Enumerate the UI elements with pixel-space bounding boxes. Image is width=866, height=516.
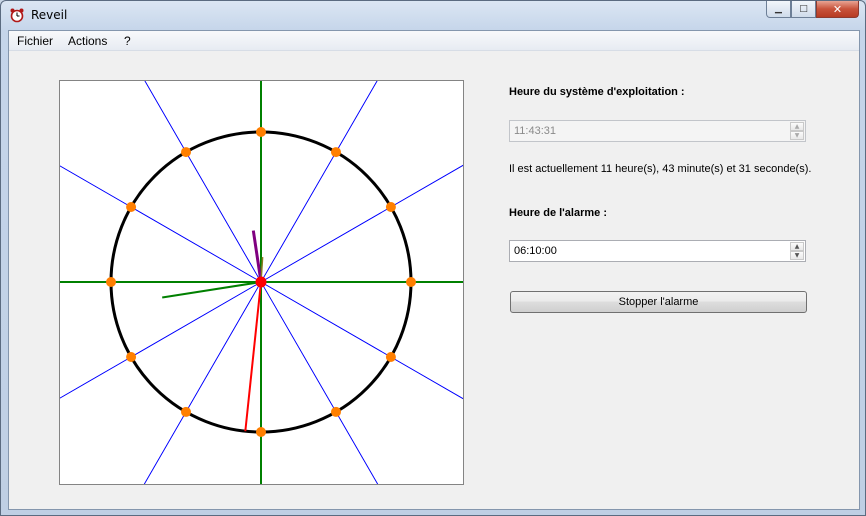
menu-bar: Fichier Actions ? [9,31,859,51]
minimize-button[interactable]: ▁ [766,1,791,18]
current-time-sentence: Il est actuellement 11 heure(s), 43 minu… [509,163,812,175]
system-time-value: 11:43:31 [514,125,557,137]
hour-marker [181,147,191,158]
alarm-spin-up-button[interactable]: ▲ [790,242,804,251]
hour-hand [251,230,263,283]
hour-marker [181,406,191,417]
menu-help[interactable]: ? [124,34,131,48]
hour-marker [385,352,396,362]
spin-up-icon: ▲ [790,122,804,131]
caption-buttons: ▁ □ ✕ [766,1,859,21]
window-title: Reveil [31,8,68,22]
alarm-time-value: 06:10:00 [514,245,557,257]
system-time-label: Heure du système d'exploitation : [509,86,685,98]
spin-down-icon: ▼ [790,131,804,140]
hour-marker [385,202,396,212]
alarm-clock-icon [10,8,24,23]
analog-clock [59,80,464,485]
second-hand [244,281,262,432]
hour-marker [331,147,341,158]
alarm-spin-arrows: ▲ ▼ [790,242,804,260]
maximize-icon: □ [799,4,808,14]
system-time-spin-arrows: ▲ ▼ [790,122,804,140]
menu-fichier[interactable]: Fichier [17,34,54,48]
clock-canvas [60,81,463,484]
title-bar[interactable]: Reveil ▁ □ ✕ [1,1,865,29]
maximize-button[interactable]: □ [791,1,816,18]
minimize-icon: ▁ [775,4,782,14]
hour-marker [256,127,266,137]
stop-alarm-button[interactable]: Stopper l'alarme [510,291,807,313]
menu-actions[interactable]: Actions [68,34,108,48]
close-button[interactable]: ✕ [816,1,859,18]
close-icon: ✕ [832,2,843,16]
hour-marker [256,427,266,437]
hour-marker [331,406,341,417]
alarm-label: Heure de l'alarme : [509,207,607,219]
hour-marker [126,202,137,212]
hour-marker [406,277,416,287]
client-area: Fichier Actions ? Heure du système d'exp… [8,30,860,510]
hour-marker [126,352,137,362]
hour-marker [106,277,116,287]
system-time-field: 11:43:31 ▲ ▼ [509,120,806,142]
alarm-time-input[interactable]: 06:10:00 ▲ ▼ [509,240,806,262]
alarm-spin-down-button[interactable]: ▼ [790,251,804,260]
clock-center [255,276,267,288]
minute-hand [162,281,262,299]
